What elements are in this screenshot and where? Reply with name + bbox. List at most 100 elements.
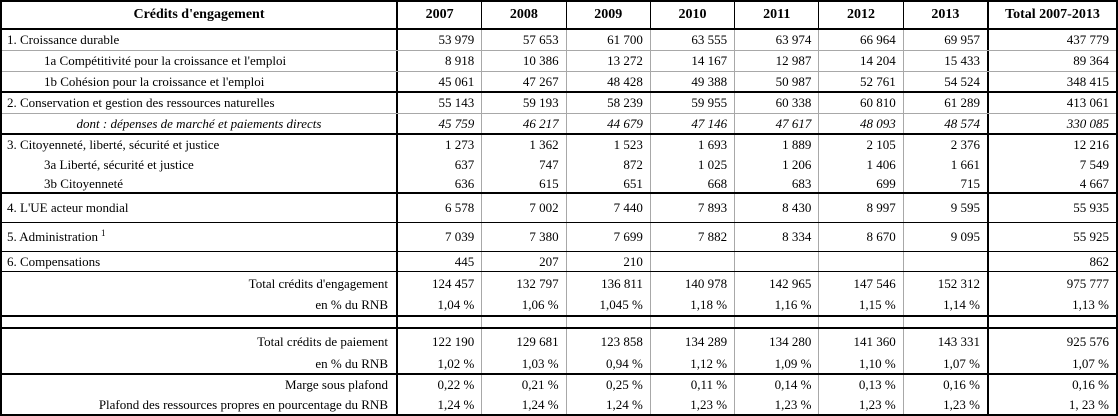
value-cell: 1 523 bbox=[567, 135, 651, 155]
column-header-0-text: 2007 bbox=[425, 7, 454, 22]
value-cell-text: 668 bbox=[707, 175, 728, 191]
value-cell-text: 1, 23 % bbox=[1068, 396, 1109, 412]
table-row: en % du RNB 1,02 % 1,03 % 0,94 % 1,12 % 1,09 … bbox=[2, 354, 1116, 375]
table-row: 4. L'UE acteur mondial 6 578 7 002 7 440 7 8… bbox=[2, 194, 1116, 223]
column-header-1: 2008 bbox=[482, 2, 567, 28]
value-cell-text: 9 095 bbox=[950, 229, 980, 244]
value-cell-text: 134 289 bbox=[684, 333, 728, 349]
value-cell: 1,07 % bbox=[989, 354, 1116, 373]
value-cell-text: 1,07 % bbox=[1072, 355, 1109, 371]
value-cell: 63 974 bbox=[735, 30, 820, 50]
value-cell: 0,14 % bbox=[735, 375, 820, 395]
value-cell bbox=[398, 317, 483, 327]
value-cell: 1,03 % bbox=[482, 354, 567, 373]
value-cell-text: 1,04 % bbox=[437, 297, 475, 312]
row-label-text: 6. Compensations bbox=[7, 253, 101, 269]
table-row: dont : dépenses de marché et paiements d… bbox=[2, 114, 1116, 135]
value-cell: 1,16 % bbox=[735, 295, 820, 315]
value-cell-text: 7 893 bbox=[697, 200, 728, 215]
value-cell-text: 615 bbox=[539, 175, 559, 191]
column-header-2-text: 2009 bbox=[594, 7, 623, 22]
column-header-2: 2009 bbox=[567, 2, 651, 28]
value-cell-text: 143 331 bbox=[937, 333, 980, 349]
value-cell: 0,22 % bbox=[398, 375, 483, 395]
table-row: 1. Croissance durable 53 979 57 653 61 700 6… bbox=[2, 30, 1116, 51]
value-cell-text: 1,24 % bbox=[521, 396, 559, 412]
value-cell-text: 651 bbox=[623, 175, 643, 191]
row-label: 3. Citoyenneté, liberté, sécurité et jus… bbox=[2, 135, 398, 155]
value-cell: 207 bbox=[482, 252, 567, 271]
value-cell: 1 025 bbox=[651, 155, 736, 175]
value-cell: 122 190 bbox=[398, 329, 483, 354]
value-cell: 699 bbox=[819, 175, 904, 192]
value-cell-text: 0,13 % bbox=[858, 377, 896, 392]
row-label-text: 3. Citoyenneté, liberté, sécurité et jus… bbox=[7, 137, 220, 152]
value-cell: 45 061 bbox=[398, 72, 483, 91]
value-cell-text: 0,11 % bbox=[690, 377, 728, 392]
value-cell-text: 1 523 bbox=[613, 137, 643, 152]
value-cell: 53 979 bbox=[398, 30, 483, 50]
value-cell-text: 63 555 bbox=[691, 32, 728, 47]
column-header-1-text: 2008 bbox=[509, 7, 538, 22]
value-cell: 0,16 % bbox=[989, 375, 1116, 395]
value-cell: 12 216 bbox=[989, 135, 1116, 155]
value-cell-text: 699 bbox=[876, 175, 896, 191]
table-row: 1a Compétitivité pour la croissance et l… bbox=[2, 51, 1116, 72]
column-header-3-text: 2010 bbox=[678, 7, 707, 22]
value-cell: 0,11 % bbox=[651, 375, 736, 395]
value-cell-text: 7 699 bbox=[613, 229, 643, 244]
value-cell: 7 440 bbox=[567, 194, 651, 222]
value-cell-text: 1 889 bbox=[782, 137, 812, 152]
value-cell-text: 1,13 % bbox=[1072, 297, 1109, 312]
value-cell: 1,06 % bbox=[482, 295, 567, 315]
value-cell-text: 8 918 bbox=[445, 53, 475, 68]
value-cell-text: 12 987 bbox=[775, 53, 812, 68]
value-cell: 1,24 % bbox=[567, 395, 651, 414]
value-cell-text: 57 653 bbox=[522, 32, 559, 47]
value-cell-text: 0,14 % bbox=[774, 377, 812, 392]
value-cell: 143 331 bbox=[904, 329, 989, 354]
row-label-text: 1a Compétitivité pour la croissance et l… bbox=[44, 53, 287, 68]
value-cell-text: 141 360 bbox=[853, 333, 896, 349]
value-cell-text: 123 858 bbox=[600, 333, 643, 349]
spacer-row bbox=[2, 317, 1116, 329]
value-cell: 55 935 bbox=[989, 194, 1116, 222]
value-cell: 15 433 bbox=[904, 51, 989, 71]
value-cell-text: 1,23 % bbox=[774, 396, 812, 412]
value-cell: 61 700 bbox=[567, 30, 651, 50]
value-cell: 52 761 bbox=[819, 72, 904, 91]
value-cell-text: 1,12 % bbox=[690, 355, 728, 371]
value-cell-text: 1,23 % bbox=[943, 396, 980, 412]
value-cell-text: 55 925 bbox=[1073, 229, 1109, 244]
value-cell: 925 576 bbox=[989, 329, 1116, 354]
value-cell-text: 1,07 % bbox=[943, 355, 980, 371]
value-cell: 7 039 bbox=[398, 223, 483, 251]
value-cell: 1, 23 % bbox=[989, 395, 1116, 414]
row-label-text: dont : dépenses de marché et paiements d… bbox=[76, 115, 322, 131]
value-cell-text: 210 bbox=[623, 253, 643, 269]
value-cell: 1,09 % bbox=[735, 354, 820, 373]
value-cell: 747 bbox=[482, 155, 567, 175]
row-label-text: Marge sous plafond bbox=[284, 377, 388, 392]
value-cell-text: 7 882 bbox=[697, 229, 728, 244]
value-cell-text: 1,23 % bbox=[690, 396, 728, 412]
value-cell: 134 280 bbox=[735, 329, 820, 354]
value-cell: 7 380 bbox=[482, 223, 567, 251]
value-cell: 60 810 bbox=[819, 93, 904, 113]
value-cell: 124 457 bbox=[398, 272, 483, 295]
table-row: Total crédits d'engagement 124 457 132 797… bbox=[2, 272, 1116, 295]
value-cell-text: 1 206 bbox=[782, 157, 812, 172]
value-cell-text: 8 334 bbox=[782, 229, 812, 244]
value-cell-text: 0,25 % bbox=[606, 377, 643, 392]
value-cell-text: 862 bbox=[1089, 253, 1109, 269]
column-header-7-text: Total 2007-2013 bbox=[1005, 7, 1100, 22]
value-cell-text: 66 964 bbox=[859, 32, 896, 47]
row-label: 1. Croissance durable bbox=[2, 30, 398, 50]
value-cell-text: 46 217 bbox=[522, 115, 559, 131]
value-cell: 1,12 % bbox=[651, 354, 736, 373]
value-cell: 50 987 bbox=[735, 72, 820, 91]
value-cell: 48 574 bbox=[904, 114, 989, 133]
value-cell: 89 364 bbox=[989, 51, 1116, 71]
row-label-text: Total crédits d'engagement bbox=[248, 275, 388, 291]
value-cell-text: 63 974 bbox=[775, 32, 812, 47]
